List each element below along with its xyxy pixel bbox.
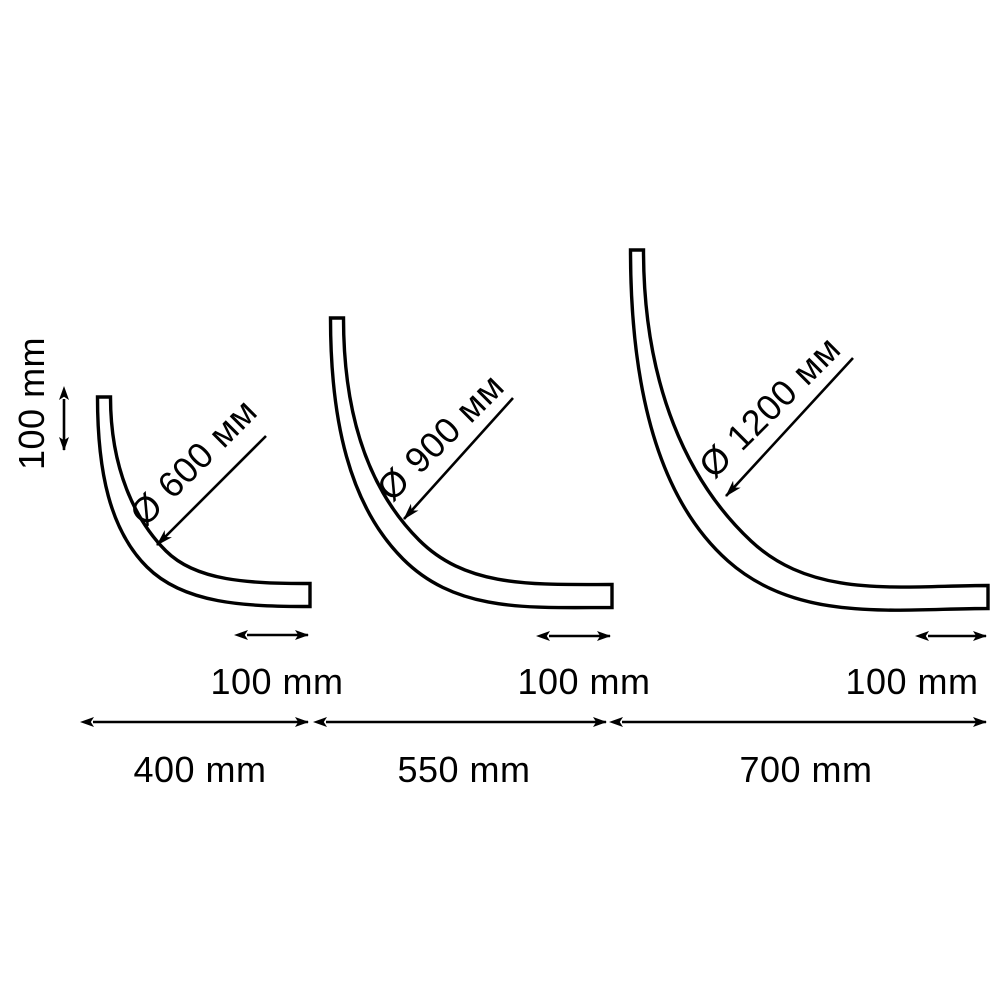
span-dimension-label-700: 700 mm bbox=[739, 749, 872, 790]
diameter-leader-line-900 bbox=[403, 397, 514, 520]
profile-item-900: Ø 900 мм 100 mm 550 mm bbox=[313, 316, 650, 790]
vertical-dimension-label-100: 100 mm bbox=[11, 337, 52, 470]
profile-item-1200: Ø 1200 мм 100 mm 700 mm bbox=[609, 248, 990, 790]
width-dimension-label-600: 100 mm bbox=[210, 661, 343, 702]
diameter-leader-line-1200 bbox=[725, 357, 854, 497]
curved-profile-shape-600 bbox=[95, 395, 312, 609]
profile-item-600: 100 mm Ø 600 мм 100 mm 400 mm bbox=[11, 337, 343, 790]
span-dimension-label-400: 400 mm bbox=[133, 749, 266, 790]
diameter-label-1200: Ø 1200 мм bbox=[691, 328, 849, 486]
curved-profile-shape-1200 bbox=[628, 248, 990, 612]
diameter-label-900: Ø 900 мм bbox=[369, 365, 512, 508]
curved-profile-shape-900 bbox=[328, 316, 614, 610]
diameter-leader-line-600 bbox=[156, 435, 267, 546]
diameter-label-600: Ø 600 мм bbox=[122, 390, 265, 533]
width-dimension-label-900: 100 mm bbox=[517, 661, 650, 702]
width-dimension-label-1200: 100 mm bbox=[845, 661, 978, 702]
span-dimension-label-550: 550 mm bbox=[397, 749, 530, 790]
